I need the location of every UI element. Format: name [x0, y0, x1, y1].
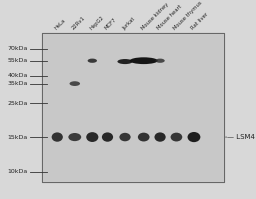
Text: 35kDa: 35kDa: [8, 81, 28, 86]
Text: 40kDa: 40kDa: [8, 73, 28, 78]
Ellipse shape: [118, 59, 133, 64]
Text: Jurkat: Jurkat: [122, 17, 136, 31]
Text: Rat liver: Rat liver: [190, 12, 210, 31]
Ellipse shape: [119, 133, 131, 141]
Text: HepG2: HepG2: [89, 15, 105, 31]
Ellipse shape: [88, 59, 97, 63]
Ellipse shape: [155, 59, 165, 63]
Text: HeLa: HeLa: [54, 18, 67, 31]
Ellipse shape: [138, 133, 150, 141]
Ellipse shape: [154, 132, 166, 142]
Ellipse shape: [130, 57, 158, 64]
Ellipse shape: [68, 133, 81, 141]
Text: Mouse thymus: Mouse thymus: [173, 0, 204, 31]
Ellipse shape: [102, 132, 113, 142]
Text: 25kDa: 25kDa: [8, 101, 28, 106]
Ellipse shape: [70, 81, 80, 86]
Text: — LSM4: — LSM4: [227, 134, 255, 140]
Text: 22Rv1: 22Rv1: [71, 16, 87, 31]
Bar: [42, 33, 224, 182]
Ellipse shape: [86, 132, 98, 142]
Text: 10kDa: 10kDa: [8, 169, 28, 174]
Text: 70kDa: 70kDa: [8, 46, 28, 51]
Ellipse shape: [170, 133, 182, 141]
Text: MCF7: MCF7: [104, 17, 118, 31]
Text: Mouse kidney: Mouse kidney: [140, 2, 169, 31]
Text: Mouse heart: Mouse heart: [156, 4, 183, 31]
Ellipse shape: [188, 132, 200, 142]
FancyBboxPatch shape: [42, 33, 224, 182]
Ellipse shape: [52, 132, 63, 142]
Text: 15kDa: 15kDa: [8, 135, 28, 139]
Text: 55kDa: 55kDa: [8, 58, 28, 63]
